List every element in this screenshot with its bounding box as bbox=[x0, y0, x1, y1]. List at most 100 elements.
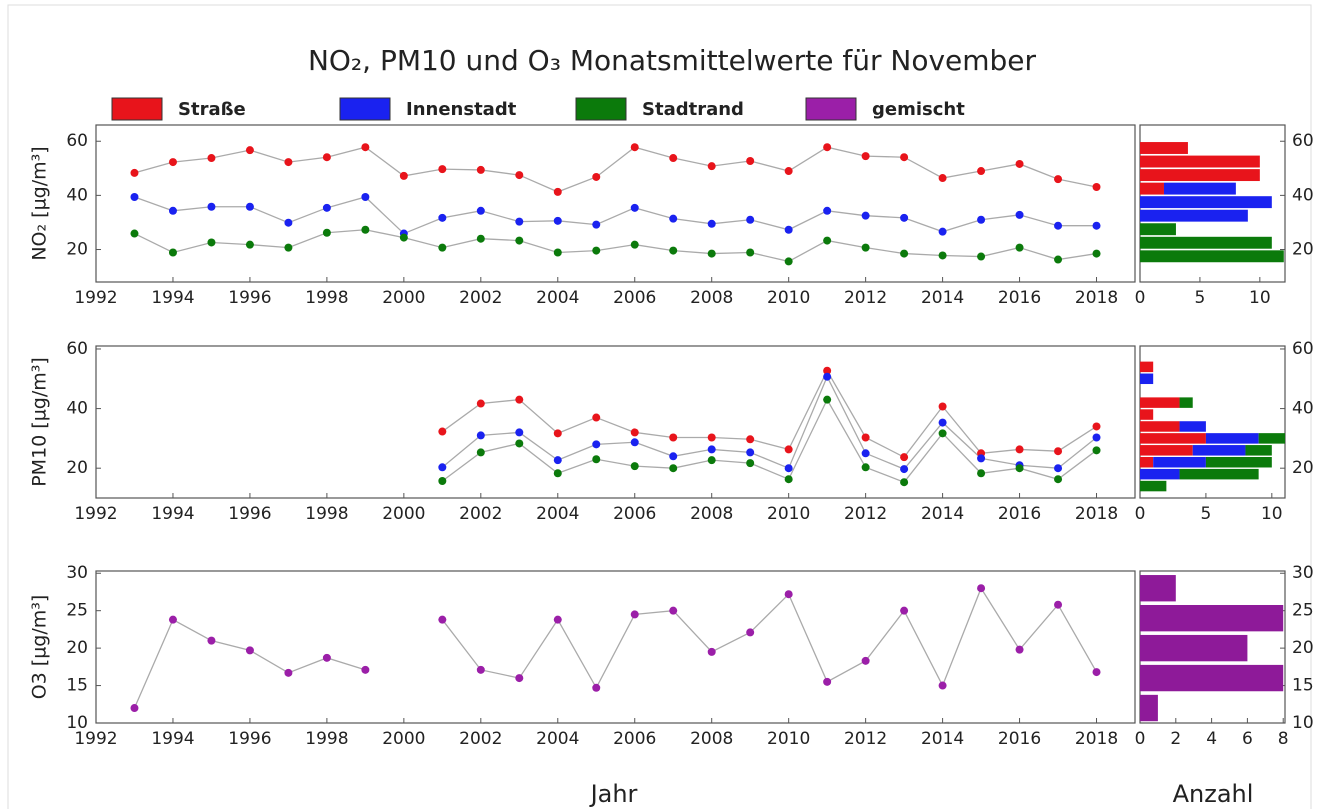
y-tick-label: 20 bbox=[66, 638, 88, 658]
data-point bbox=[476, 206, 485, 215]
data-point bbox=[130, 193, 139, 202]
y-tick-label: 20 bbox=[66, 458, 88, 478]
x-tick-label: 4 bbox=[1206, 729, 1217, 749]
x-tick-label: 2 bbox=[1170, 729, 1181, 749]
data-point bbox=[938, 681, 947, 690]
data-point bbox=[515, 439, 524, 448]
series-line bbox=[134, 229, 1097, 263]
data-point bbox=[977, 469, 986, 478]
data-point bbox=[977, 215, 986, 224]
x-tick-label: 2018 bbox=[1075, 288, 1118, 308]
data-point bbox=[630, 438, 639, 447]
y-tick-label: 20 bbox=[1292, 638, 1314, 658]
x-tick-label: 2018 bbox=[1075, 504, 1118, 524]
hist-bar bbox=[1140, 468, 1180, 480]
data-point bbox=[284, 668, 293, 677]
data-point bbox=[284, 218, 293, 227]
data-point bbox=[900, 606, 909, 615]
x-tick-label: 0 bbox=[1135, 729, 1146, 749]
hist-bar bbox=[1192, 445, 1246, 456]
hist-bar bbox=[1140, 182, 1164, 195]
data-point bbox=[438, 427, 447, 436]
data-point bbox=[784, 445, 793, 454]
data-point bbox=[130, 168, 139, 177]
data-point bbox=[1054, 221, 1063, 230]
data-point bbox=[630, 610, 639, 619]
x-tick-label: 2012 bbox=[844, 729, 887, 749]
series-line bbox=[441, 369, 1097, 458]
x-tick-label: 2004 bbox=[536, 504, 579, 524]
data-point bbox=[861, 211, 870, 220]
data-point bbox=[361, 665, 370, 674]
x-tick-label: 0 bbox=[1135, 504, 1146, 524]
hist-bar bbox=[1153, 456, 1206, 468]
x-tick-label: 2018 bbox=[1075, 729, 1118, 749]
data-point bbox=[938, 227, 947, 236]
data-point bbox=[1092, 182, 1101, 191]
data-point bbox=[784, 257, 793, 266]
hist-bar bbox=[1140, 236, 1272, 249]
series-line bbox=[441, 375, 1097, 470]
chart-title: NO₂, PM10 und O₃ Monatsmittelwerte für N… bbox=[308, 44, 1037, 77]
data-point bbox=[977, 167, 986, 176]
data-point bbox=[1092, 668, 1101, 677]
data-point bbox=[207, 238, 216, 247]
y-tick-label: 20 bbox=[1292, 458, 1314, 478]
data-point bbox=[823, 395, 832, 404]
data-point bbox=[361, 225, 370, 234]
data-point bbox=[746, 435, 755, 444]
x-tick-label: 2002 bbox=[459, 504, 502, 524]
data-point bbox=[823, 366, 832, 375]
y-tick-label: 60 bbox=[1292, 131, 1314, 151]
data-point bbox=[746, 448, 755, 457]
x-tick-label: 2006 bbox=[613, 504, 656, 524]
data-point bbox=[861, 449, 870, 458]
series-line bbox=[441, 398, 1097, 483]
data-point bbox=[245, 146, 254, 155]
data-point bbox=[592, 683, 601, 692]
x-tick-label: 1992 bbox=[74, 504, 117, 524]
data-point bbox=[861, 152, 870, 161]
data-point bbox=[476, 399, 485, 408]
series-line bbox=[134, 196, 1097, 235]
data-point bbox=[168, 615, 177, 624]
y-axis-label: O3 [µg/m³] bbox=[29, 595, 51, 700]
hist-x-axis-label: Anzahl bbox=[1173, 780, 1254, 808]
data-point bbox=[553, 216, 562, 225]
data-point bbox=[1092, 433, 1101, 442]
data-point bbox=[168, 158, 177, 167]
data-point bbox=[707, 647, 716, 656]
data-point bbox=[438, 243, 447, 252]
data-point bbox=[515, 217, 524, 226]
x-tick-label: 2002 bbox=[459, 288, 502, 308]
data-point bbox=[1015, 243, 1024, 252]
hist-bar bbox=[1140, 664, 1284, 692]
hist-bar bbox=[1140, 361, 1154, 373]
data-point bbox=[515, 674, 524, 683]
x-tick-label: 2002 bbox=[459, 729, 502, 749]
data-point bbox=[630, 428, 639, 437]
hist-bar bbox=[1140, 634, 1248, 662]
data-point bbox=[553, 456, 562, 465]
hist-bar bbox=[1140, 196, 1272, 209]
data-point bbox=[1054, 464, 1063, 473]
data-point bbox=[553, 429, 562, 438]
data-point bbox=[1054, 447, 1063, 456]
data-point bbox=[977, 584, 986, 593]
data-point bbox=[669, 606, 678, 615]
data-point bbox=[168, 206, 177, 215]
x-tick-label: 2014 bbox=[921, 729, 964, 749]
data-point bbox=[361, 143, 370, 152]
data-point bbox=[322, 203, 331, 212]
legend-swatch bbox=[111, 97, 163, 121]
x-tick-label: 2016 bbox=[998, 504, 1041, 524]
data-point bbox=[245, 646, 254, 655]
data-point bbox=[1015, 159, 1024, 168]
data-point bbox=[669, 246, 678, 255]
data-point bbox=[823, 206, 832, 215]
hist-bar bbox=[1179, 421, 1206, 432]
y-tick-label: 40 bbox=[66, 185, 88, 205]
x-tick-label: 1996 bbox=[228, 288, 271, 308]
y-tick-label: 30 bbox=[1292, 563, 1314, 583]
